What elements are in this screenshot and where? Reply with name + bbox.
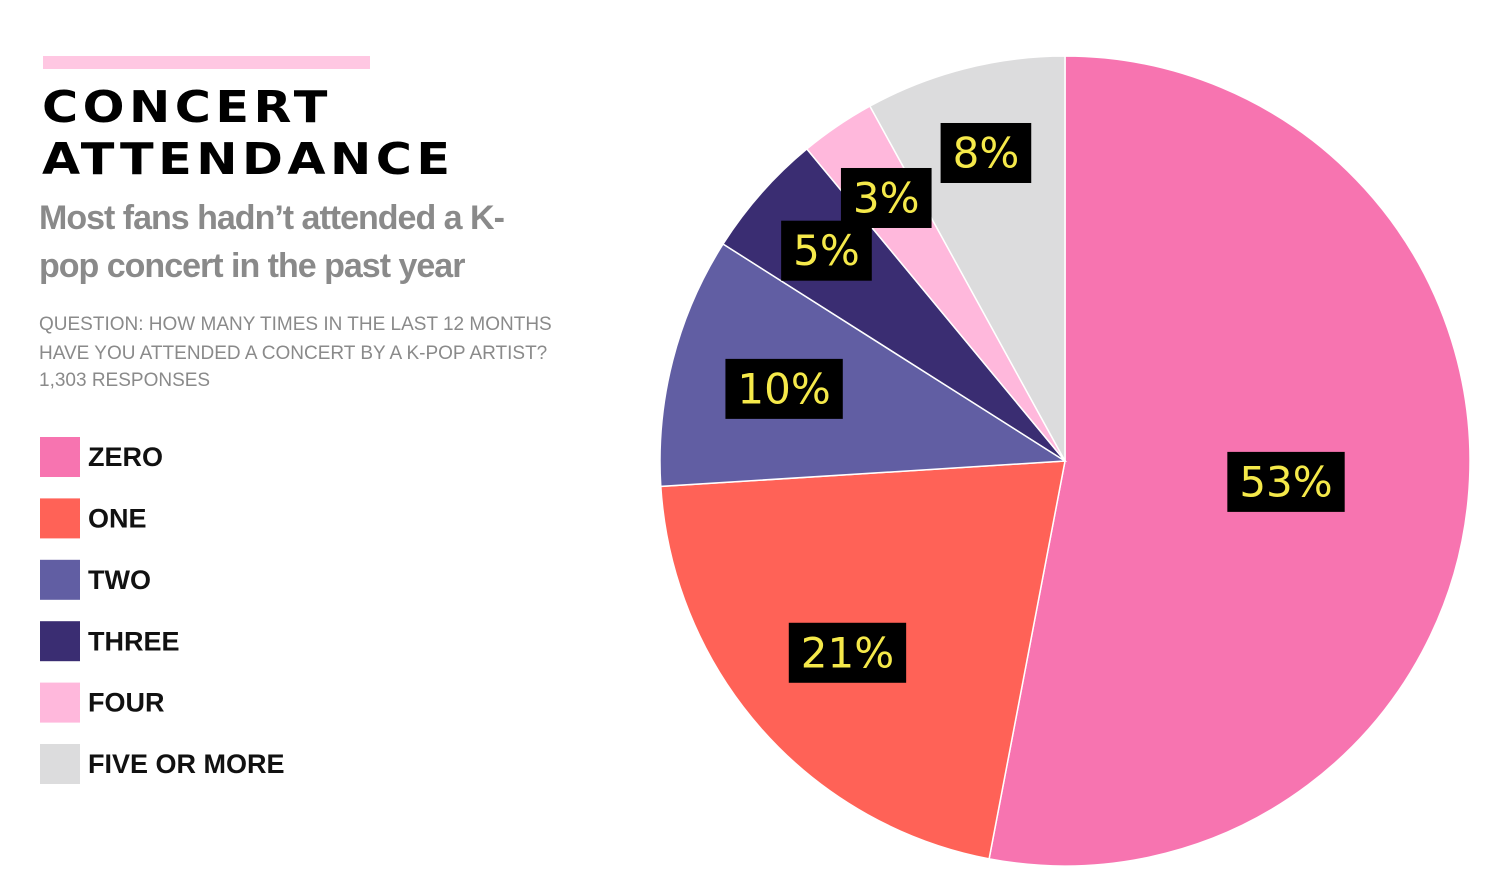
value-label: 8% xyxy=(953,128,1020,177)
note: 1,303 RESPONSES xyxy=(39,370,211,391)
value-label: 5% xyxy=(793,226,860,275)
question: QUESTION: HOW MANY TIMES IN THE LAST 12 … xyxy=(39,314,552,364)
legend-swatch xyxy=(40,744,80,784)
pie-slice xyxy=(659,242,1068,488)
legend-swatch xyxy=(40,682,80,723)
legend-label: FIVE OR MORE xyxy=(88,749,285,779)
value-label-group: 8% xyxy=(940,122,1032,183)
value-label: 10% xyxy=(737,364,830,413)
legend-label: THREE xyxy=(88,626,180,656)
value-label: 21% xyxy=(801,628,894,677)
legend-swatch xyxy=(40,621,80,662)
legend-swatch xyxy=(40,437,80,477)
value-label-box xyxy=(840,167,932,228)
chart-subtitle: Most fans hadn’t attended a K-pop concer… xyxy=(39,199,505,285)
legend-label: ZERO xyxy=(88,442,163,472)
value-label-group: 10% xyxy=(725,358,843,419)
value-label-box xyxy=(788,622,907,683)
value-label-group: 5% xyxy=(781,220,872,281)
value-label: 53% xyxy=(1239,457,1332,506)
legend-swatch xyxy=(40,498,80,539)
legend-label: FOUR xyxy=(88,688,165,718)
value-label-box xyxy=(1227,451,1345,512)
legend-swatch xyxy=(40,559,80,600)
value-label: 3% xyxy=(853,173,920,222)
legend-label: ONE xyxy=(88,504,147,534)
chart-title: CONCERT ATTENDANCE xyxy=(42,82,455,185)
value-label-group: 3% xyxy=(840,167,932,228)
value-label-box xyxy=(725,358,843,419)
accent-bar xyxy=(43,56,370,69)
value-label-box xyxy=(940,122,1032,183)
legend-label: TWO xyxy=(88,565,151,595)
value-label-group: 53% xyxy=(1227,451,1345,512)
value-label-group: 21% xyxy=(788,622,907,683)
value-label-box xyxy=(781,220,872,281)
